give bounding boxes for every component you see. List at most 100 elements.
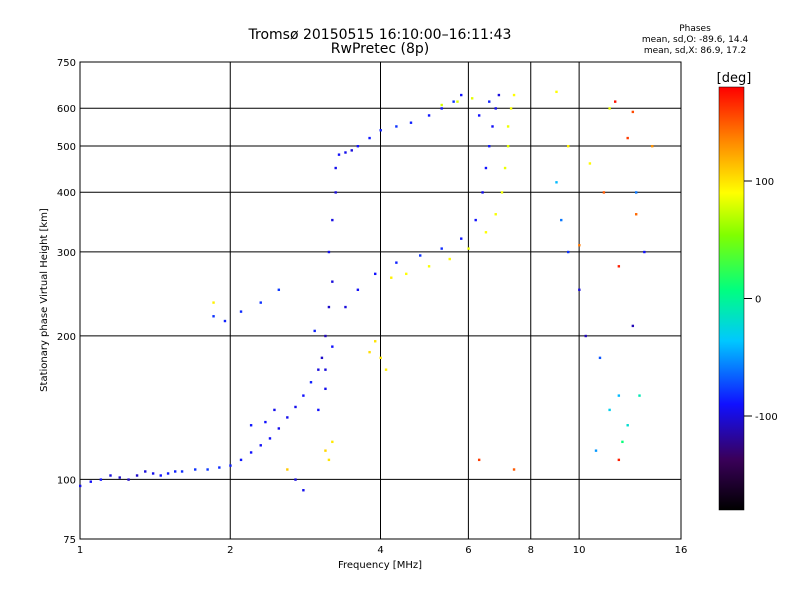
data-point	[331, 345, 334, 348]
y-tick-label: 75	[63, 535, 76, 546]
phase-colorbar	[718, 86, 745, 511]
data-point	[118, 476, 121, 479]
data-point	[555, 90, 558, 94]
data-point	[440, 103, 443, 107]
data-point	[419, 254, 422, 257]
data-point	[159, 474, 162, 477]
data-point	[638, 394, 641, 397]
data-point	[324, 449, 327, 452]
data-point	[286, 468, 289, 471]
chart-title: Tromsø 20150515 16:10:00–16:11:43	[248, 27, 512, 43]
data-point	[405, 272, 408, 276]
data-point	[506, 144, 510, 148]
data-point	[634, 213, 638, 216]
data-point	[626, 136, 629, 140]
data-point	[324, 368, 327, 371]
data-point	[212, 315, 215, 318]
data-point	[239, 458, 243, 462]
data-point	[109, 474, 112, 477]
data-point	[460, 93, 463, 97]
data-point	[456, 100, 459, 103]
data-point	[212, 301, 215, 304]
data-point	[460, 237, 463, 240]
data-point	[317, 408, 320, 412]
data-point	[578, 244, 581, 247]
data-point	[440, 247, 443, 250]
data-point	[294, 478, 297, 481]
plot-grid	[80, 62, 681, 539]
x-tick-label: 10	[573, 545, 586, 556]
data-point	[206, 468, 209, 471]
x-tick-label: 4	[377, 545, 383, 556]
data-point	[286, 416, 289, 419]
x-tick-label: 2	[227, 545, 233, 556]
data-point	[488, 144, 491, 148]
data-point	[313, 329, 316, 333]
data-point	[239, 310, 243, 313]
data-point	[320, 356, 324, 360]
chart-subtitle: RwPretec (8p)	[330, 41, 430, 57]
colorbar-tick-label: -100	[755, 412, 778, 423]
data-point	[344, 305, 347, 309]
data-point	[99, 478, 103, 481]
data-point	[617, 394, 621, 397]
data-point	[331, 280, 334, 283]
data-point	[621, 440, 624, 444]
data-point	[277, 288, 281, 291]
data-point	[259, 444, 262, 447]
data-point	[135, 474, 139, 477]
data-point	[324, 387, 327, 391]
data-point	[427, 265, 431, 268]
data-point	[334, 166, 337, 170]
data-point	[344, 151, 347, 154]
data-point	[89, 480, 92, 483]
data-point	[379, 356, 382, 360]
data-point	[588, 162, 592, 165]
data-point	[151, 472, 155, 475]
x-axis-ticks: 1 2 4 6 8 10 16	[77, 545, 688, 556]
data-point	[503, 166, 507, 170]
data-point	[180, 470, 184, 473]
data-point	[334, 191, 337, 194]
data-point	[259, 301, 262, 304]
data-point	[294, 405, 297, 409]
data-point	[484, 166, 488, 170]
data-point	[390, 276, 393, 279]
data-point	[494, 213, 497, 216]
data-point	[578, 288, 581, 291]
data-point	[249, 424, 253, 427]
data-point	[448, 257, 451, 261]
data-point	[79, 484, 82, 488]
data-point	[427, 114, 431, 117]
x-tick-label: 6	[465, 545, 471, 556]
data-point	[350, 149, 353, 152]
data-point	[613, 100, 617, 103]
data-point	[395, 125, 398, 128]
data-point	[602, 191, 606, 194]
data-point	[268, 437, 272, 440]
data-point	[273, 408, 276, 412]
data-point	[356, 288, 360, 291]
data-point	[484, 231, 488, 234]
data-point	[509, 107, 513, 110]
data-point	[218, 466, 221, 469]
y-tick-label: 500	[57, 142, 76, 153]
data-point	[302, 394, 305, 397]
colorbar-ticks: 100 0 -100	[744, 177, 778, 423]
data-point	[470, 97, 474, 100]
x-tick-label: 8	[528, 545, 534, 556]
data-point	[166, 472, 170, 475]
phase-stats-title: Phases	[679, 24, 711, 34]
y-tick-label: 600	[57, 104, 76, 115]
colorbar-tick-label: 100	[755, 177, 774, 188]
data-point	[481, 191, 484, 194]
y-tick-label: 300	[57, 248, 76, 259]
data-point	[327, 458, 331, 462]
data-point	[626, 424, 629, 427]
data-point	[356, 144, 360, 148]
data-point	[324, 334, 327, 338]
data-point	[229, 464, 232, 467]
data-point	[594, 449, 598, 452]
data-point	[374, 272, 377, 276]
